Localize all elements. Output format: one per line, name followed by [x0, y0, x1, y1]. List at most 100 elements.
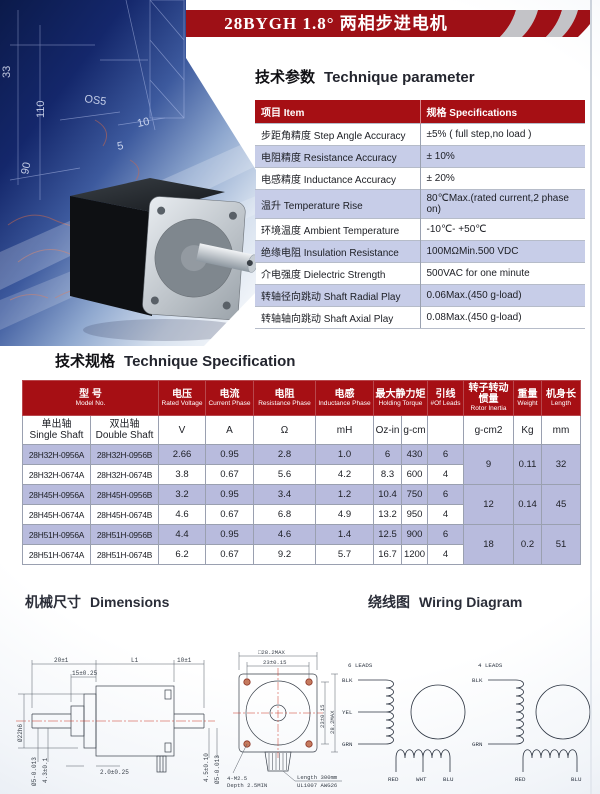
- spec-header-inductance: 电感 Inductance Phase: [315, 380, 375, 416]
- table-cell: 4.4: [158, 524, 207, 545]
- banner-stripes: [186, 10, 590, 37]
- table-cell: 0.14: [513, 484, 543, 525]
- table-cell: 4: [427, 504, 465, 525]
- table-cell: 0.67: [205, 504, 255, 525]
- table-cell: 28H45H-0956B: [89, 484, 160, 505]
- heading-zh: 技术规格: [55, 353, 116, 370]
- svg-text:YEL: YEL: [342, 709, 353, 716]
- table-cell: 0.08Max.(450 g-load): [419, 306, 585, 329]
- spec-header-leads: 引线 #Of Leads: [427, 380, 465, 416]
- table-cell: 1.4: [315, 524, 375, 545]
- table-cell: 950: [401, 504, 429, 525]
- parameter-row: 电感精度 Inductance Accuracy ± 20%: [255, 167, 585, 190]
- table-cell: 80℃Max.(rated current,2 phase on): [419, 189, 585, 219]
- table-cell: 5.6: [253, 464, 317, 485]
- parameter-row: 转轴径向跳动 Shaft Radial Play 0.06Max.(450 g-l…: [255, 284, 585, 307]
- svg-text:L1: L1: [131, 657, 139, 664]
- heading-zh: 绕线图: [368, 594, 410, 610]
- table-cell: 0.95: [205, 524, 255, 545]
- parameter-row: 步距角精度 Step Angle Accuracy ±5% ( full step…: [255, 123, 585, 146]
- table-cell: ± 10%: [419, 145, 585, 168]
- svg-text:6 LEADS: 6 LEADS: [348, 662, 373, 669]
- spec-header-torque: 最大静力矩 Holding Torque: [373, 380, 429, 416]
- table-cell: 9.2: [253, 544, 317, 565]
- svg-text:10: 10: [136, 116, 150, 130]
- table-cell: 步距角精度 Step Angle Accuracy: [255, 123, 420, 146]
- spec-header-row: 型 号 Model No. 电压 Rated Voltage 电流 Current P…: [21, 380, 582, 416]
- table-cell: 绝缘电阻 Insulation Resistance: [255, 240, 420, 263]
- table-cell: -10℃- +50℃: [419, 218, 585, 241]
- heading-en: Technique Specification: [124, 353, 296, 370]
- table-cell: 介电强度 Dielectric Strength: [255, 262, 420, 285]
- page-title: 28BYGH 1.8° 两相步进电机: [224, 14, 448, 33]
- table-cell: 0.11: [513, 444, 543, 485]
- section-wiring-heading: 绕线图 Wiring Diagram: [368, 592, 522, 612]
- section-parameter-heading: 技术参数 Technique parameter: [255, 66, 475, 87]
- svg-text:GRN: GRN: [472, 741, 483, 748]
- table-cell: 1.2: [315, 484, 375, 505]
- table-cell: 430: [401, 444, 429, 465]
- svg-text:Length 300mm: Length 300mm: [297, 774, 338, 781]
- table-cell: 4: [427, 544, 465, 565]
- svg-text:33: 33: [1, 66, 13, 78]
- table-cell: 6: [427, 444, 465, 465]
- table-cell: 28H51H-0956B: [89, 524, 160, 545]
- table-cell: 28H51H-0674A: [22, 544, 91, 565]
- table-cell: 6: [373, 444, 403, 465]
- table-cell: 750: [401, 484, 429, 505]
- wiring-diagram-4-leads: 4 LEADS BLK GRN RED BLU: [472, 662, 591, 783]
- spec-header-inertia: 转子转动惯量 Rotor Inertia: [463, 380, 515, 416]
- table-cell: 0.95: [205, 484, 255, 505]
- svg-text:5: 5: [116, 140, 124, 153]
- unit-cell: Ω: [253, 415, 317, 445]
- svg-text:Ø5-0.013: Ø5-0.013: [214, 755, 221, 784]
- spec-header-voltage: 电压 Rated Voltage: [158, 380, 207, 416]
- heading-zh: 技术参数: [255, 69, 316, 86]
- table-cell: 9: [463, 444, 515, 485]
- spec-header-current: 电流 Current Phase: [205, 380, 255, 416]
- table-cell: 温升 Temperature Rise: [255, 189, 420, 219]
- unit-cell: [427, 415, 465, 445]
- unit-cell: g-cm: [401, 415, 429, 445]
- table-cell: 4: [427, 464, 465, 485]
- svg-text:23±0.15: 23±0.15: [319, 705, 326, 729]
- table-cell: 12.5: [373, 524, 403, 545]
- spec-row: 28H45H-0956A 28H45H-0956B 3.2 0.95 3.4 1.2 10.…: [22, 484, 582, 525]
- table-cell: 28H51H-0674B: [89, 544, 160, 565]
- svg-text:20±1: 20±1: [54, 657, 69, 664]
- specification-table: 型 号 Model No. 电压 Rated Voltage 电流 Current P…: [21, 380, 582, 565]
- table-cell: 环境温度 Ambient Temperature: [255, 218, 420, 241]
- table-cell: 45: [541, 484, 582, 525]
- table-cell: 500VAC for one minute: [419, 262, 585, 285]
- table-cell: 5.7: [315, 544, 375, 565]
- svg-text:Depth 2.5MIN: Depth 2.5MIN: [227, 782, 267, 789]
- svg-text:GRN: GRN: [342, 741, 353, 748]
- table-cell: 0.2: [513, 524, 543, 565]
- parameter-row: 环境温度 Ambient Temperature -10℃- +50℃: [255, 218, 585, 241]
- svg-text:90: 90: [19, 161, 33, 175]
- heading-en: Wiring Diagram: [419, 594, 523, 610]
- svg-text:RED: RED: [515, 776, 526, 783]
- table-cell: 12: [463, 484, 515, 525]
- svg-text:4 LEADS: 4 LEADS: [478, 662, 503, 669]
- table-cell: 28H45H-0674A: [22, 504, 91, 525]
- table-cell: 1200: [401, 544, 429, 565]
- table-cell: 6.8: [253, 504, 317, 525]
- table-cell: 16.7: [373, 544, 403, 565]
- spec-row: 28H51H-0956A 28H51H-0956B 4.4 0.95 4.6 1.4 12.…: [22, 524, 582, 565]
- svg-text:15±0.25: 15±0.25: [72, 670, 98, 677]
- parameter-row: 绝缘电阻 Insulation Resistance 100MΩMin.500 V…: [255, 240, 585, 263]
- front-view-drawing: □28.2MAX 23±0.15 23±0.15 28.2MAX 4-M2.5 …: [227, 649, 342, 789]
- svg-text:BLU: BLU: [443, 776, 454, 783]
- svg-text:WHT: WHT: [416, 776, 427, 783]
- table-cell: 13.2: [373, 504, 403, 525]
- table-cell: 转轴轴向跳动 Shaft Axial Play: [255, 306, 420, 329]
- table-cell: 6.2: [158, 544, 207, 565]
- parameter-table-body: 步距角精度 Step Angle Accuracy ±5% ( full step…: [255, 123, 585, 329]
- table-cell: ± 20%: [419, 167, 585, 190]
- side-view-drawing: 20±1 L1 10±1 15±0.25 2.0±0.25 Ø22h6 Ø5-0…: [16, 657, 221, 786]
- section-specification-heading: 技术规格 Technique Specification: [55, 350, 295, 371]
- svg-text:28.2MAX: 28.2MAX: [329, 710, 336, 734]
- unit-cell: V: [158, 415, 207, 445]
- heading-zh: 机械尺寸: [25, 594, 81, 610]
